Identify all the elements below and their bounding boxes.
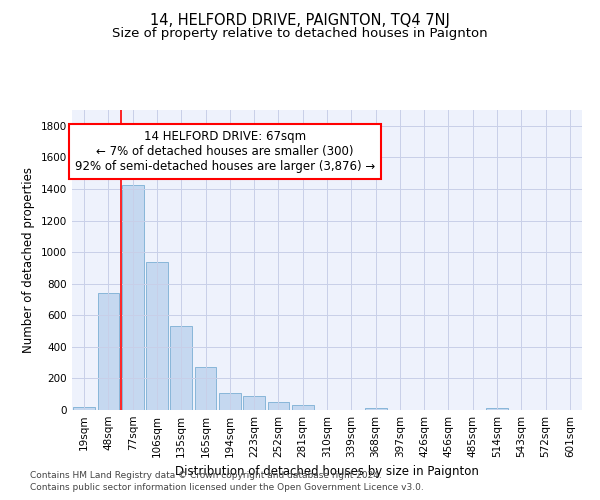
Bar	[194, 368, 217, 410]
Bar	[219, 394, 241, 410]
Bar	[146, 262, 168, 410]
Bar	[122, 185, 143, 410]
Text: Size of property relative to detached houses in Paignton: Size of property relative to detached ho…	[112, 28, 488, 40]
Bar	[170, 326, 192, 410]
Bar	[268, 402, 289, 410]
Y-axis label: Number of detached properties: Number of detached properties	[22, 167, 35, 353]
Bar	[486, 408, 508, 410]
X-axis label: Distribution of detached houses by size in Paignton: Distribution of detached houses by size …	[175, 466, 479, 478]
Text: 14 HELFORD DRIVE: 67sqm
← 7% of detached houses are smaller (300)
92% of semi-de: 14 HELFORD DRIVE: 67sqm ← 7% of detached…	[75, 130, 375, 172]
Bar	[292, 406, 314, 410]
Text: Contains public sector information licensed under the Open Government Licence v3: Contains public sector information licen…	[30, 484, 424, 492]
Text: Contains HM Land Registry data © Crown copyright and database right 2024.: Contains HM Land Registry data © Crown c…	[30, 471, 382, 480]
Text: 14, HELFORD DRIVE, PAIGNTON, TQ4 7NJ: 14, HELFORD DRIVE, PAIGNTON, TQ4 7NJ	[150, 12, 450, 28]
Bar	[365, 408, 386, 410]
Bar	[97, 293, 119, 410]
Bar	[73, 407, 95, 410]
Bar	[243, 396, 265, 410]
